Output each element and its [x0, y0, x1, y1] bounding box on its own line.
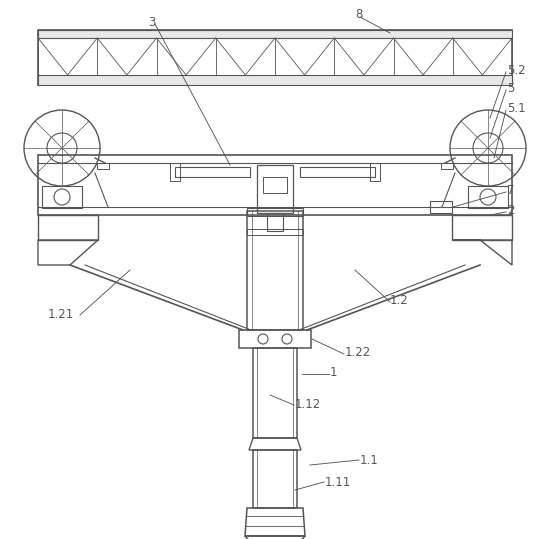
- Text: 1: 1: [330, 365, 338, 378]
- Bar: [247, 208, 303, 216]
- Text: 5.2: 5.2: [507, 64, 526, 77]
- Bar: [370, 163, 380, 181]
- Text: 1.22: 1.22: [345, 345, 371, 358]
- Bar: [441, 163, 453, 169]
- Bar: [42, 186, 82, 208]
- Bar: [38, 215, 98, 240]
- Bar: [430, 201, 452, 213]
- Text: 8: 8: [355, 9, 362, 22]
- Text: 5: 5: [507, 81, 514, 94]
- Bar: [247, 229, 303, 235]
- Bar: [300, 167, 375, 177]
- Bar: [170, 163, 180, 181]
- Bar: [38, 30, 512, 38]
- Bar: [257, 165, 293, 213]
- Text: 3: 3: [148, 16, 155, 29]
- Text: 1.2: 1.2: [390, 294, 409, 307]
- Bar: [38, 75, 512, 85]
- Bar: [247, 211, 303, 330]
- Bar: [263, 177, 287, 193]
- Text: 1.11: 1.11: [325, 475, 351, 488]
- Bar: [468, 186, 508, 208]
- Bar: [452, 215, 512, 240]
- Text: 1.21: 1.21: [48, 308, 74, 321]
- Bar: [267, 213, 283, 231]
- Text: 1.1: 1.1: [360, 453, 379, 466]
- Bar: [38, 30, 512, 85]
- Bar: [253, 450, 297, 508]
- Bar: [175, 167, 250, 177]
- Bar: [97, 163, 109, 169]
- Text: 1.12: 1.12: [295, 398, 321, 411]
- Text: 2: 2: [507, 204, 514, 217]
- Bar: [239, 330, 311, 348]
- Bar: [253, 348, 297, 438]
- Bar: [38, 155, 512, 215]
- Text: 5.1: 5.1: [507, 101, 526, 114]
- Text: 7: 7: [507, 183, 514, 197]
